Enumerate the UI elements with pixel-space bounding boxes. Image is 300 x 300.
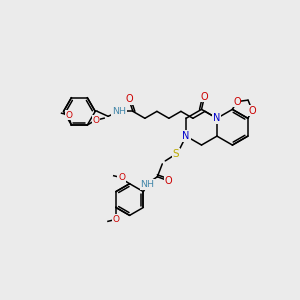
Text: O: O	[201, 92, 208, 101]
Text: NH: NH	[112, 107, 126, 116]
Text: O: O	[233, 97, 241, 107]
Text: N: N	[182, 131, 190, 141]
Text: O: O	[118, 173, 125, 182]
Text: NH: NH	[140, 180, 154, 189]
Text: O: O	[66, 111, 73, 120]
Text: O: O	[112, 215, 119, 224]
Text: O: O	[93, 116, 100, 124]
Text: N: N	[213, 113, 221, 123]
Text: S: S	[173, 149, 179, 159]
Text: O: O	[248, 106, 256, 116]
Text: O: O	[164, 176, 172, 186]
Text: O: O	[125, 94, 133, 104]
